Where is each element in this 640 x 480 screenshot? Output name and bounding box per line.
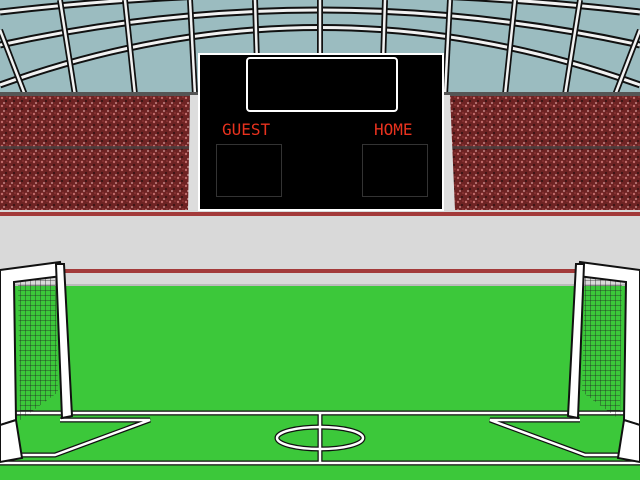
- home-label: HOME: [374, 120, 413, 139]
- left-goal: [0, 260, 74, 464]
- home-score-display: [362, 144, 428, 197]
- guest-score-display: [216, 144, 282, 197]
- guest-label: GUEST: [222, 120, 271, 139]
- track: [0, 210, 640, 288]
- pitch: [0, 286, 640, 480]
- right-goal: [566, 260, 640, 464]
- timer-display: [246, 57, 398, 112]
- scoreboard: GUEST HOME: [198, 53, 444, 211]
- stadium-dome: [0, 0, 640, 97]
